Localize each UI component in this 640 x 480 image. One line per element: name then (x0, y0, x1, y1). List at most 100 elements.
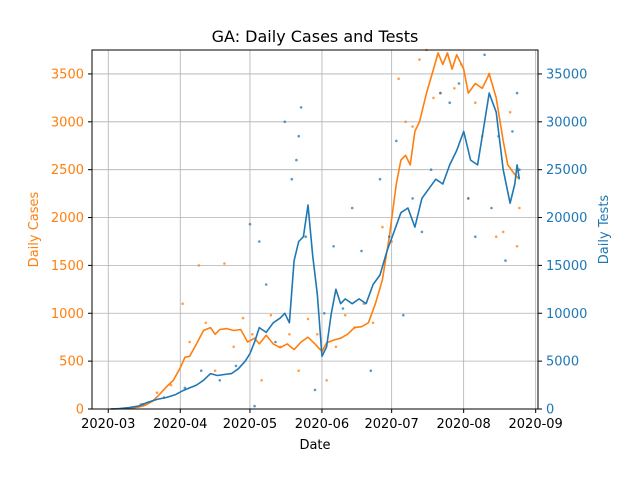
right-y-axis-title: Daily Tests (597, 195, 612, 265)
grid-layer (92, 50, 538, 410)
cases-scatter-point (188, 340, 191, 344)
tests-scatter-point (497, 134, 500, 138)
x-tick-label: 2020-04 (153, 417, 207, 432)
cases-scatter-point (432, 96, 435, 100)
x-tick-label: 2020-09 (509, 417, 563, 432)
left-y-tick-label: 1000 (51, 307, 84, 322)
cases-scatter-point (353, 326, 356, 329)
cases-scatter-point (343, 313, 347, 317)
cases-scatter-point (169, 383, 173, 387)
left-y-tick-label: 2500 (51, 163, 84, 178)
right-y-tick-label: 35000 (546, 67, 587, 82)
tests-scatter-point (234, 364, 238, 368)
tests-scatter-point (332, 245, 335, 248)
axis-layer: 2020-03 2020-04 2020-05 2020-06 2020-07 2020-… (51, 67, 587, 432)
left-y-tick-label: 1500 (51, 259, 84, 274)
tests-scatter-point (299, 106, 303, 109)
tests-scatter-point (439, 91, 442, 95)
cases-scatter-point (381, 225, 384, 229)
tests-scatter-point (264, 283, 268, 286)
tests-scatter-point (323, 312, 326, 315)
cases-scatter-point (278, 345, 282, 349)
cases-scatter-point (501, 230, 505, 234)
tests-scatter-point (295, 158, 298, 162)
cases-scatter-point (487, 72, 491, 76)
tests-scatter-point (411, 197, 414, 200)
tests-scatter-point (483, 53, 486, 57)
cases-scatter-point (515, 245, 519, 248)
cases-scatter-point (460, 63, 463, 66)
cases-scatter-point (288, 333, 291, 336)
right-y-tick-label: 15000 (546, 259, 587, 274)
x-axis-title: Date (299, 438, 330, 453)
tests-scatter-point (283, 120, 287, 124)
cases-scatter-point (306, 317, 310, 321)
cases-scatter-point (494, 235, 498, 238)
x-tick-label: 2020-07 (364, 417, 418, 432)
right-y-tick-label: 10000 (546, 307, 587, 322)
cases-scatter-point (418, 58, 421, 61)
tests-scatter-point (341, 307, 345, 310)
tests-scatter-point (141, 402, 145, 406)
tests-scatter-point (402, 313, 405, 317)
tests-scatter-point (350, 206, 354, 210)
cases-scatter-point (241, 316, 245, 320)
cases-scatter-point (404, 120, 407, 124)
tests-scatter-point (378, 177, 382, 181)
right-y-tick-label: 0 (546, 403, 554, 418)
cases-scatter-point (297, 369, 301, 373)
cases-scatter-point (204, 321, 208, 325)
left-y-tick-label: 500 (59, 355, 84, 370)
tests-scatter-point (199, 369, 203, 373)
x-tick-label: 2020-05 (223, 417, 277, 432)
chart-title: GA: Daily Cases and Tests (212, 27, 419, 46)
right-y-tick-label: 5000 (546, 355, 579, 370)
cases-scatter-point (446, 53, 449, 57)
cases-scatter-point (213, 369, 217, 373)
tests-scatter-point (290, 177, 294, 181)
tests-scatter-point (274, 340, 277, 344)
left-y-tick-label: 0 (76, 403, 84, 418)
tests-scatter-point (518, 168, 521, 171)
cases-scatter-point (334, 345, 338, 349)
cases-scatter-point (325, 379, 328, 382)
x-tick-label: 2020-03 (81, 417, 135, 432)
tests-scatter-point (420, 230, 424, 234)
cases-scatter-point (232, 345, 235, 349)
left-y-tick-label: 3500 (51, 67, 84, 82)
tests-scatter-point (467, 197, 470, 200)
tests-scatter-point (490, 206, 493, 210)
tests-scatter-point (304, 235, 308, 238)
cases-scatter-point (316, 333, 319, 336)
cases-scatter-point (453, 87, 456, 90)
tests-scatter-point (369, 369, 373, 373)
tests-scatter-point (183, 386, 187, 390)
left-y-axis-title: Daily Cases (27, 191, 42, 267)
cases-scatter-point (197, 264, 201, 267)
cases-scatter-point (223, 262, 226, 265)
tests-scatter-point (504, 259, 507, 262)
tests-scatter-point (162, 396, 166, 399)
tests-scatter-point (360, 249, 363, 253)
cases-scatter-point (251, 333, 254, 336)
tests-scatter-point (218, 379, 222, 382)
tests-scatter-point (511, 130, 514, 133)
tests-scatter-point (297, 134, 301, 138)
tests-scatter-point (395, 139, 398, 143)
right-y-tick-label: 25000 (546, 163, 587, 178)
tests-scatter-point (474, 235, 477, 238)
left-y-tick-label: 3000 (51, 115, 84, 130)
x-tick-label: 2020-08 (437, 417, 491, 432)
tests-line (110, 92, 521, 410)
x-tick-label: 2020-06 (295, 417, 349, 432)
tests-scatter-point (248, 222, 252, 226)
left-y-tick-label: 2000 (51, 211, 84, 226)
right-y-tick-label: 30000 (546, 115, 587, 130)
cases-scatter-point (260, 379, 263, 382)
cases-scatter-point (269, 313, 273, 317)
right-y-tick-label: 20000 (546, 211, 587, 226)
cases-scatter-point (474, 101, 477, 104)
cases-scatter-point (411, 125, 414, 128)
